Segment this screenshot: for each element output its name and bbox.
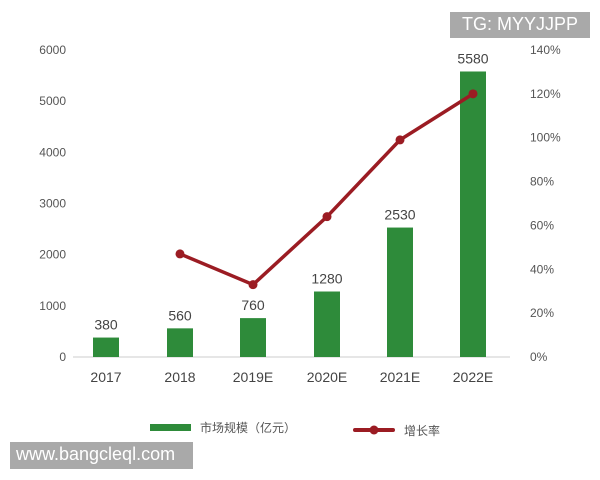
bar-2019E: [240, 318, 266, 357]
growth-point-2021E: [395, 135, 405, 145]
data-label: 760: [241, 297, 265, 313]
bar-2021E: [387, 227, 413, 357]
data-label: 560: [168, 307, 192, 323]
watermark-bottom: www.bangcleql.com: [10, 442, 193, 469]
right-tick-label: 140%: [530, 43, 561, 57]
x-tick-label: 2022E: [453, 369, 493, 385]
right-tick-label: 100%: [530, 131, 561, 145]
legend-label-growth: 增长率: [404, 423, 440, 438]
legend-line-marker: [369, 425, 379, 435]
legend-label-market: 市场规模（亿元）: [200, 420, 296, 435]
data-label: 380: [94, 317, 118, 333]
bar-2018: [167, 328, 193, 357]
bar-2017: [93, 337, 119, 357]
right-tick-label: 40%: [530, 262, 554, 276]
left-tick-label: 5000: [39, 94, 66, 108]
x-tick-label: 2020E: [307, 369, 347, 385]
right-tick-label: 120%: [530, 87, 561, 101]
legend-bar-swatch: [150, 424, 191, 431]
growth-point-2019E: [248, 280, 258, 290]
growth-line: [179, 92, 474, 287]
data-label: 2530: [384, 207, 415, 223]
left-tick-label: 1000: [39, 299, 66, 313]
growth-point-2022E: [468, 89, 478, 99]
right-tick-label: 80%: [530, 175, 554, 189]
bar-2022E: [460, 71, 486, 358]
data-label: 5580: [457, 50, 488, 66]
growth-point-2018: [175, 249, 185, 259]
left-tick-label: 2000: [39, 248, 66, 262]
x-tick-label: 2018: [164, 369, 195, 385]
left-tick-label: 4000: [39, 145, 66, 159]
left-tick-label: 3000: [39, 197, 66, 211]
x-tick-label: 2019E: [233, 369, 273, 385]
bar-2020E: [314, 291, 340, 357]
x-tick-label: 2021E: [380, 369, 420, 385]
left-tick-label: 0: [59, 350, 66, 364]
right-tick-label: 60%: [530, 218, 554, 232]
watermark-top: TG: MYYJJPP: [449, 12, 590, 38]
growth-point-2020E: [322, 212, 332, 222]
data-label: 1280: [311, 271, 342, 287]
right-tick-label: 0%: [530, 350, 548, 364]
x-tick-label: 2017: [90, 369, 121, 385]
right-tick-label: 20%: [530, 306, 554, 320]
left-tick-label: 6000: [39, 43, 66, 57]
